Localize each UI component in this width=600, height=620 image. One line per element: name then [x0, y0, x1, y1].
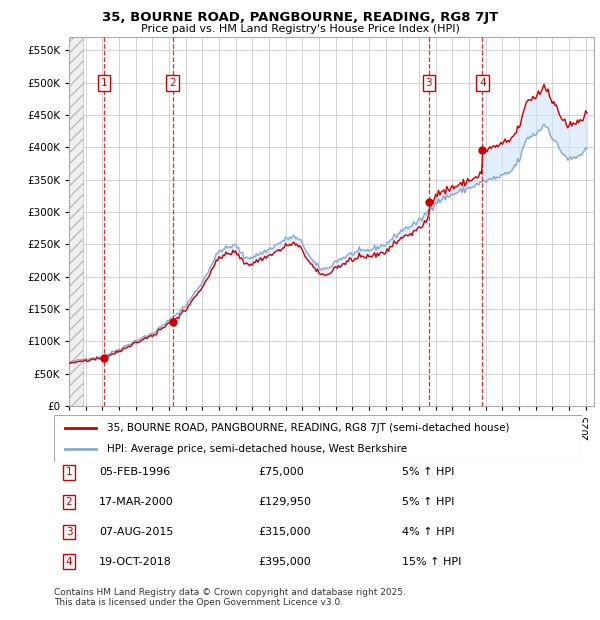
Text: 1: 1	[65, 467, 73, 477]
Text: 05-FEB-1996: 05-FEB-1996	[99, 467, 170, 477]
Text: 4% ↑ HPI: 4% ↑ HPI	[402, 527, 455, 537]
FancyBboxPatch shape	[54, 415, 582, 462]
Text: 35, BOURNE ROAD, PANGBOURNE, READING, RG8 7JT (semi-detached house): 35, BOURNE ROAD, PANGBOURNE, READING, RG…	[107, 423, 509, 433]
Text: 15% ↑ HPI: 15% ↑ HPI	[402, 557, 461, 567]
Text: 1: 1	[101, 78, 107, 88]
Text: 17-MAR-2000: 17-MAR-2000	[99, 497, 174, 507]
Text: £315,000: £315,000	[258, 527, 311, 537]
Text: 3: 3	[65, 527, 73, 537]
Text: £75,000: £75,000	[258, 467, 304, 477]
Text: 35, BOURNE ROAD, PANGBOURNE, READING, RG8 7JT: 35, BOURNE ROAD, PANGBOURNE, READING, RG…	[102, 11, 498, 24]
Bar	[69, 37, 83, 406]
Text: 2: 2	[65, 497, 73, 507]
Text: 4: 4	[479, 78, 485, 88]
Text: 5% ↑ HPI: 5% ↑ HPI	[402, 467, 454, 477]
Text: HPI: Average price, semi-detached house, West Berkshire: HPI: Average price, semi-detached house,…	[107, 444, 407, 454]
Text: 5% ↑ HPI: 5% ↑ HPI	[402, 497, 454, 507]
Text: £129,950: £129,950	[258, 497, 311, 507]
Text: Contains HM Land Registry data © Crown copyright and database right 2025.
This d: Contains HM Land Registry data © Crown c…	[54, 588, 406, 607]
Text: £395,000: £395,000	[258, 557, 311, 567]
Text: 07-AUG-2015: 07-AUG-2015	[99, 527, 173, 537]
Text: 2: 2	[169, 78, 176, 88]
Text: 19-OCT-2018: 19-OCT-2018	[99, 557, 172, 567]
Text: 4: 4	[65, 557, 73, 567]
Text: 3: 3	[425, 78, 432, 88]
Text: Price paid vs. HM Land Registry's House Price Index (HPI): Price paid vs. HM Land Registry's House …	[140, 24, 460, 33]
